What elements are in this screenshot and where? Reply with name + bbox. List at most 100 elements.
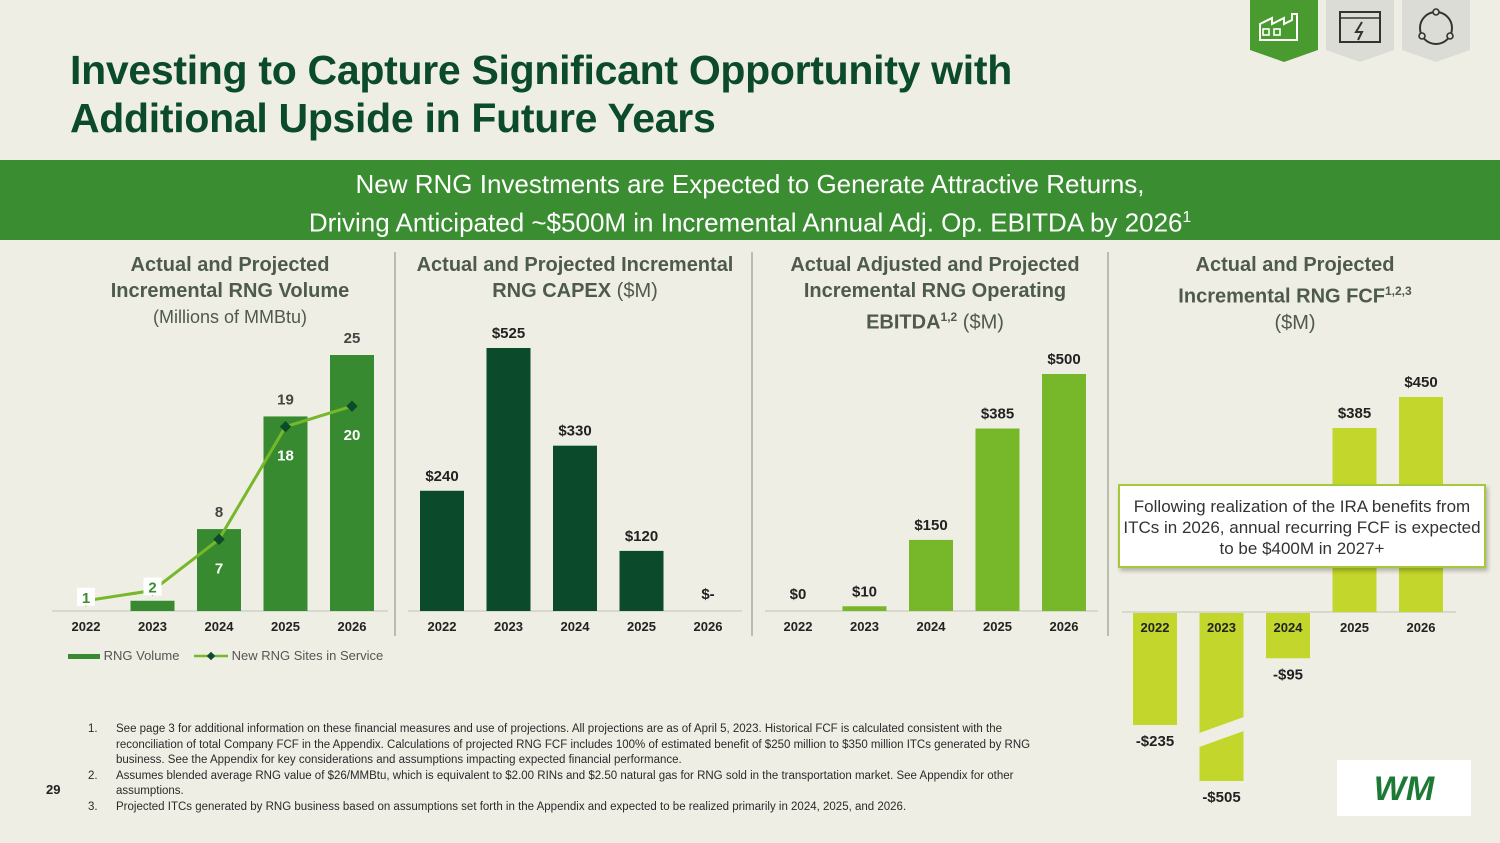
fcf-bar-label: $385 [1338, 405, 1371, 422]
sites-label: 20 [344, 427, 361, 444]
headline-banner: New RNG Investments are Expected to Gene… [0, 160, 1500, 240]
sites-point [279, 421, 292, 433]
sites-label-box [77, 587, 95, 606]
ebitda-title-sup: 1,2 [940, 310, 958, 324]
title-line-2: Additional Upside in Future Years [70, 95, 716, 141]
title-line-1: Investing to Capture Significant Opportu… [70, 47, 1012, 93]
banner-line-2-text: Driving Anticipated ~$500M in Incrementa… [308, 207, 1183, 238]
tab-cycle[interactable] [1402, 0, 1470, 62]
fcf-bar-label: -$235 [1136, 733, 1174, 750]
footnote-3: 3. Projected ITCs generated by RNG busine… [88, 800, 1048, 816]
fcf-x-tick: 2025 [1340, 620, 1369, 635]
ebitda-bar [975, 428, 1020, 611]
capex-bar-label: $- [701, 586, 714, 603]
ebitda-bar-label: $385 [981, 406, 1014, 423]
ebitda-unit: ($M) [962, 311, 1004, 334]
footnote-number: 1. [88, 723, 98, 735]
volume-bar-label: 25 [344, 330, 361, 347]
sites-label: 2 [148, 580, 156, 597]
volume-legend: RNG Volume New RNG Sites in Service [68, 647, 383, 663]
volume-subtitle: (Millions of MMBtu) [152, 307, 308, 327]
wm-logo-mark: WM [1374, 770, 1435, 808]
ebitda-bar [909, 539, 953, 611]
capex-bar-label: $240 [425, 468, 458, 485]
legend-volume-label: RNG Volume [103, 648, 180, 664]
footnote-2: 2. Assumes blended average RNG value of $… [88, 769, 1048, 800]
page-number: 29 [46, 782, 61, 797]
fcf-bar-label: -$505 [1202, 789, 1240, 806]
capex-bar-label: $525 [492, 325, 525, 342]
capex-chart-title: Actual and Projected Incremental RNG CAP… [400, 252, 750, 304]
fcf-x-tick: 2022 [1141, 620, 1170, 635]
divider [1107, 252, 1109, 636]
volume-x-tick: 2023 [138, 619, 167, 634]
volume-chart-title: Actual and Projected Incremental RNG Vol… [60, 252, 400, 330]
capex-bar-label: $120 [625, 528, 658, 545]
ebitda-bar-label: $10 [852, 583, 877, 600]
volume-bar [130, 600, 175, 611]
volume-x-tick: 2024 [205, 619, 235, 634]
fcf-unit: ($M) [1274, 311, 1316, 334]
factory-icon [1250, 0, 1318, 62]
fcf-bar-label: -$95 [1273, 666, 1303, 683]
fcf-x-tick: 2026 [1407, 620, 1436, 635]
ebitda-x-tick: 2025 [983, 619, 1012, 634]
footnotes: 1. See page 3 for additional information … [88, 722, 1048, 815]
ebitda-bar-label: $150 [914, 517, 947, 534]
tab-power-plant[interactable] [1326, 0, 1394, 62]
fcf-x-tick: 2024 [1274, 620, 1304, 635]
capex-x-tick: 2022 [428, 619, 457, 634]
sites-label: 7 [215, 560, 223, 577]
footnote-1: 1. See page 3 for additional information … [88, 722, 1048, 769]
page-title: Investing to Capture Significant Opportu… [70, 46, 1012, 142]
tab-factory[interactable] [1250, 0, 1318, 62]
volume-bar [263, 416, 308, 611]
cycle-icon [1402, 0, 1470, 62]
ebitda-chart-title: Actual Adjusted and Projected Incrementa… [770, 252, 1100, 336]
sites-label: 18 [277, 448, 294, 465]
sites-point [346, 400, 358, 412]
volume-bar-label: 8 [215, 504, 223, 521]
wm-logo: WM [1337, 760, 1471, 816]
sites-point [213, 533, 225, 545]
volume-bar-label: 19 [277, 391, 294, 408]
banner-footnote-ref: 1 [1182, 209, 1192, 226]
fcf-bar [1133, 613, 1177, 725]
sites-label: 1 [82, 590, 90, 607]
ebitda-bar-label: $500 [1047, 351, 1080, 368]
fcf-bar [1199, 613, 1244, 781]
ebitda-x-tick: 2023 [850, 619, 879, 634]
legend-line-swatch [193, 651, 228, 660]
sites-label-box [143, 577, 162, 596]
footnote-number: 3. [88, 800, 98, 813]
capex-x-tick: 2025 [627, 619, 656, 634]
volume-bar [330, 355, 374, 611]
capex-bar-label: $330 [558, 423, 591, 440]
ebitda-bar [842, 606, 887, 611]
ebitda-title-text: Actual Adjusted and Projected Incrementa… [790, 254, 1080, 334]
legend-sites-label: New RNG Sites in Service [231, 648, 384, 664]
banner-line-1: New RNG Investments are Expected to Gene… [355, 169, 1145, 199]
fcf-title-sup: 1,2,3 [1385, 284, 1412, 298]
fcf-axis-break [1196, 716, 1247, 748]
fcf-title-text: Actual and Projected Incremental RNG FCF [1178, 254, 1395, 308]
divider [751, 252, 753, 636]
ebitda-x-tick: 2026 [1050, 619, 1079, 634]
logo-text: WM [1374, 770, 1435, 808]
footnote-text: Projected ITCs generated by RNG business… [116, 800, 907, 813]
power-plant-icon [1326, 0, 1394, 62]
ebitda-x-tick: 2022 [784, 619, 813, 634]
ebitda-x-tick: 2024 [917, 619, 947, 634]
fcf-bar [1266, 613, 1310, 659]
volume-x-tick: 2026 [338, 619, 367, 634]
banner-line-2: Driving Anticipated ~$500M in Incrementa… [0, 201, 1500, 240]
capex-bar [553, 445, 597, 611]
fcf-chart-title: Actual and Projected Incremental RNG FCF… [1125, 252, 1465, 336]
footnote-text: Assumes blended average RNG value of $26… [116, 769, 1014, 798]
capex-x-tick: 2023 [494, 619, 523, 634]
capex-unit: ($M) [616, 280, 658, 302]
capex-bar [420, 490, 464, 611]
legend-bar-swatch [68, 653, 100, 659]
volume-x-tick: 2022 [72, 619, 101, 634]
capex-title-text: Actual and Projected Incremental RNG CAP… [416, 254, 734, 302]
